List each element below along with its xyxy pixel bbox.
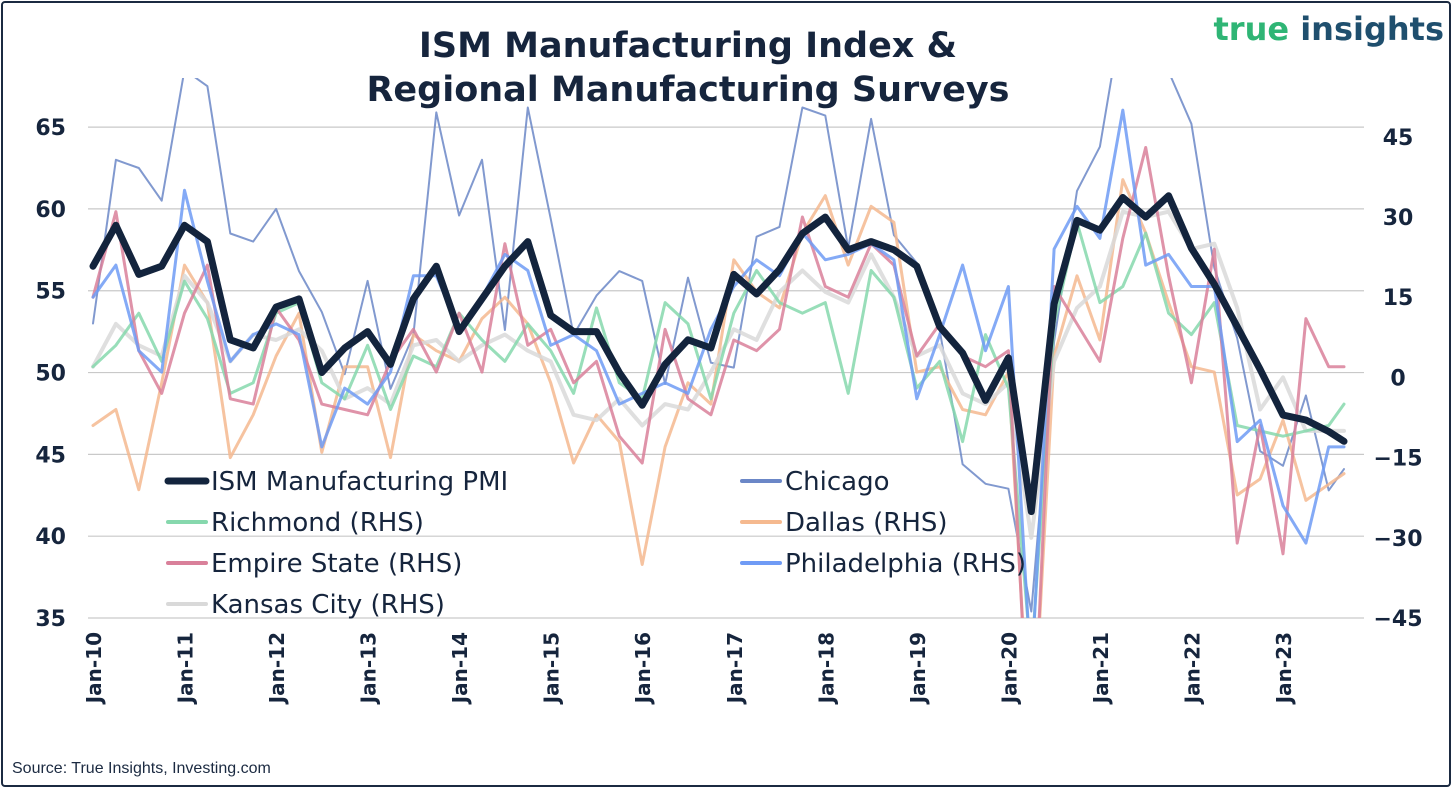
right-axis-tick-label: −15	[1373, 447, 1422, 472]
right-axis-tick-label: 15	[1383, 286, 1414, 311]
x-axis-tick-label: Jan-23	[1272, 632, 1296, 705]
x-axis-tick-label: Jan-13	[357, 632, 381, 705]
chart-title-line2: Regional Manufacturing Surveys	[366, 70, 1010, 110]
left-axis-tick-label: 65	[35, 116, 66, 141]
series-line-dallas-rhs	[91, 178, 1346, 618]
legend-label-empire-state-rhs: Empire State (RHS)	[211, 549, 462, 579]
x-axis-tick-label: Jan-15	[540, 632, 564, 705]
x-axis-tick-label: Jan-12	[265, 632, 289, 705]
right-axis-tick-label: −45	[1373, 607, 1422, 632]
x-axis-tick-label: Jan-19	[906, 632, 930, 705]
legend-label-richmond-rhs: Richmond (RHS)	[211, 508, 424, 538]
chart-title-line1: ISM Manufacturing Index &	[418, 26, 958, 66]
series-line-ism-manufacturing-pmi	[89, 192, 1348, 516]
left-axis-ticks: 35 40 45 50 55 60 65	[35, 116, 66, 632]
brand-logo-word-true: true	[1213, 10, 1290, 48]
x-axis-tick-label: Jan-21	[1089, 632, 1113, 705]
left-axis-tick-label: 45	[35, 443, 66, 468]
x-axis-tick-label: Jan-11	[174, 632, 198, 705]
right-axis-ticks: −45 −30 −15 0 15 30 45	[1373, 126, 1422, 632]
legend-label-dallas-rhs: Dallas (RHS)	[785, 508, 948, 538]
x-axis-tick-label: Jan-22	[1180, 632, 1204, 705]
legend-label-chicago: Chicago	[785, 467, 890, 497]
source-note: Source: True Insights, Investing.com	[12, 760, 271, 777]
x-axis-tick-label: Jan-17	[723, 632, 747, 705]
left-axis-tick-label: 35	[35, 607, 66, 632]
series-line-chicago	[92, 78, 1345, 613]
x-axis-tick-label: Jan-10	[82, 632, 106, 705]
legend-label-kansas-city-rhs: Kansas City (RHS)	[211, 590, 445, 620]
series-lines	[89, 78, 1348, 618]
legend-label-philadelphia-rhs: Philadelphia (RHS)	[785, 549, 1026, 579]
left-axis-tick-label: 50	[35, 362, 66, 387]
right-axis-tick-label: −30	[1373, 527, 1422, 552]
left-axis-tick-label: 40	[35, 525, 66, 550]
right-axis-tick-label: 30	[1383, 206, 1414, 231]
x-axis-tick-label: Jan-20	[997, 632, 1021, 705]
x-axis-tick-label: Jan-16	[631, 632, 655, 705]
brand-logo-word-insights: insights	[1289, 10, 1444, 48]
right-axis-tick-label: 0	[1390, 366, 1405, 391]
brand-logo: true insights	[1214, 10, 1445, 48]
x-axis-ticks: Jan-10 Jan-11 Jan-12 Jan-13 Jan-14 Jan-15 Jan-…	[82, 632, 1296, 705]
left-axis-tick-label: 60	[35, 198, 66, 223]
x-axis-tick-label: Jan-14	[448, 632, 472, 705]
gridlines	[88, 126, 1364, 619]
left-axis-tick-label: 55	[35, 280, 66, 305]
legend: ISM Manufacturing PMI Chicago Richmond (RH…	[164, 467, 1026, 620]
right-axis-tick-label: 45	[1383, 126, 1414, 151]
legend-label-ism-manufacturing-pmi: ISM Manufacturing PMI	[211, 467, 508, 497]
x-axis-tick-label: Jan-18	[814, 632, 838, 705]
